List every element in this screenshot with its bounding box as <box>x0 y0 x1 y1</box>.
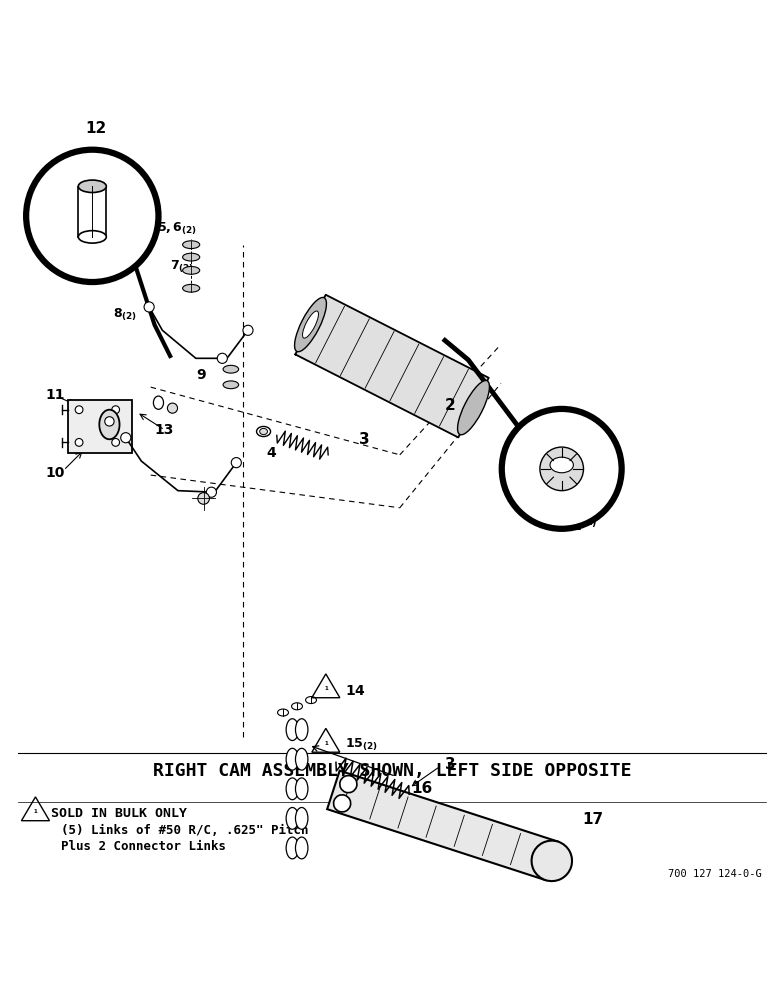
Ellipse shape <box>231 458 241 468</box>
Ellipse shape <box>286 748 299 770</box>
Text: $\mathbf{1^{(2)}}$: $\mathbf{1^{(2)}}$ <box>571 516 597 534</box>
Ellipse shape <box>206 487 216 497</box>
Text: 4: 4 <box>266 446 276 460</box>
Ellipse shape <box>295 297 326 352</box>
Text: 700 127 124-0-G: 700 127 124-0-G <box>668 869 762 879</box>
Ellipse shape <box>198 493 209 504</box>
Polygon shape <box>296 295 488 437</box>
Ellipse shape <box>223 365 238 373</box>
Text: 1: 1 <box>324 686 328 691</box>
Circle shape <box>26 150 158 282</box>
Ellipse shape <box>100 410 119 439</box>
Text: 3: 3 <box>445 757 456 772</box>
Ellipse shape <box>154 396 164 409</box>
Ellipse shape <box>260 428 267 435</box>
Text: 11: 11 <box>45 388 65 402</box>
Text: $\mathbf{14}$: $\mathbf{14}$ <box>345 684 366 698</box>
Ellipse shape <box>286 807 299 829</box>
Circle shape <box>532 841 572 881</box>
Ellipse shape <box>78 231 107 243</box>
Ellipse shape <box>296 778 308 800</box>
Text: $\mathbf{5,6_{(2)}}$: $\mathbf{5,6_{(2)}}$ <box>157 221 197 237</box>
Text: 3: 3 <box>359 432 370 447</box>
Ellipse shape <box>217 353 227 363</box>
Text: 10: 10 <box>45 466 65 480</box>
Ellipse shape <box>183 266 200 274</box>
Ellipse shape <box>306 697 317 704</box>
Bar <box>327 771 558 880</box>
Ellipse shape <box>75 406 83 414</box>
Ellipse shape <box>296 719 308 741</box>
Ellipse shape <box>112 439 119 446</box>
Ellipse shape <box>296 748 308 770</box>
Ellipse shape <box>292 703 303 710</box>
Circle shape <box>339 776 357 793</box>
Text: 1: 1 <box>34 809 38 814</box>
Ellipse shape <box>112 406 119 414</box>
Text: 9: 9 <box>196 368 205 382</box>
Ellipse shape <box>144 302 154 312</box>
Ellipse shape <box>550 457 573 473</box>
Text: 13: 13 <box>154 423 174 437</box>
Ellipse shape <box>296 837 308 859</box>
Text: 12: 12 <box>85 121 107 136</box>
Ellipse shape <box>458 380 489 435</box>
Ellipse shape <box>121 433 131 443</box>
Text: Plus 2 Connector Links: Plus 2 Connector Links <box>61 840 226 853</box>
Text: RIGHT CAM ASSEMBLY SHOWN, LEFT SIDE OPPOSITE: RIGHT CAM ASSEMBLY SHOWN, LEFT SIDE OPPO… <box>153 762 631 780</box>
Ellipse shape <box>183 284 200 292</box>
Text: $\mathbf{15_{(2)}}$: $\mathbf{15_{(2)}}$ <box>345 737 378 753</box>
Text: (5) Links of #50 R/C, .625" Pitch: (5) Links of #50 R/C, .625" Pitch <box>61 824 309 837</box>
Ellipse shape <box>278 709 289 716</box>
Text: SOLD IN BULK ONLY: SOLD IN BULK ONLY <box>51 807 187 820</box>
Text: 17: 17 <box>583 812 604 827</box>
Bar <box>68 400 132 453</box>
Text: 16: 16 <box>412 781 433 796</box>
Ellipse shape <box>75 439 83 446</box>
Ellipse shape <box>183 241 200 249</box>
Text: $\mathbf{8_{(2)}}$: $\mathbf{8_{(2)}}$ <box>114 307 137 323</box>
Ellipse shape <box>223 381 238 389</box>
Ellipse shape <box>286 837 299 859</box>
Ellipse shape <box>296 807 308 829</box>
Ellipse shape <box>286 778 299 800</box>
Ellipse shape <box>256 426 270 437</box>
Circle shape <box>502 409 622 529</box>
Ellipse shape <box>105 417 114 426</box>
Ellipse shape <box>183 253 200 261</box>
Ellipse shape <box>243 325 253 335</box>
Ellipse shape <box>540 447 583 491</box>
Ellipse shape <box>78 180 107 193</box>
Text: 1: 1 <box>324 741 328 746</box>
Circle shape <box>333 795 350 812</box>
Text: 2: 2 <box>445 398 456 413</box>
Text: $\mathbf{7_{(2)}}$: $\mathbf{7_{(2)}}$ <box>170 258 194 275</box>
Bar <box>78 187 107 237</box>
Ellipse shape <box>168 403 177 413</box>
Ellipse shape <box>303 311 318 338</box>
Ellipse shape <box>286 719 299 741</box>
